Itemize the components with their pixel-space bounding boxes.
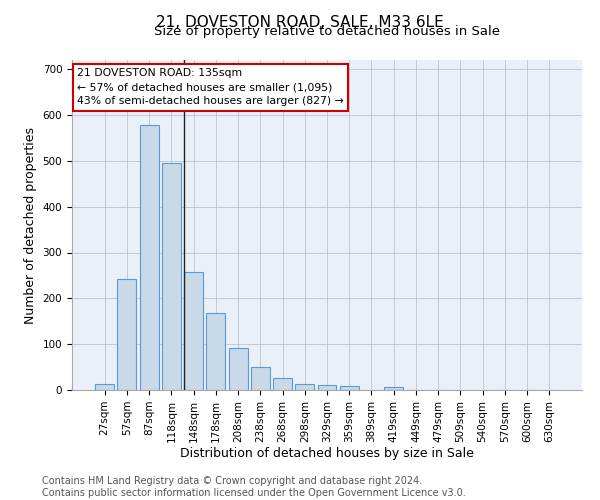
- Bar: [95, 384, 114, 390]
- Text: Contains HM Land Registry data © Crown copyright and database right 2024.
Contai: Contains HM Land Registry data © Crown c…: [42, 476, 466, 498]
- Bar: [251, 366, 270, 390]
- Bar: [206, 313, 225, 390]
- Bar: [140, 125, 158, 390]
- Text: 21 DOVESTON ROAD: 135sqm
← 57% of detached houses are smaller (1,095)
43% of sem: 21 DOVESTON ROAD: 135sqm ← 57% of detach…: [77, 68, 344, 106]
- Bar: [118, 278, 136, 390]
- Bar: [162, 162, 181, 390]
- Bar: [184, 272, 203, 390]
- Bar: [229, 348, 248, 390]
- Y-axis label: Number of detached properties: Number of detached properties: [24, 126, 37, 324]
- Text: 21, DOVESTON ROAD, SALE, M33 6LE: 21, DOVESTON ROAD, SALE, M33 6LE: [156, 15, 444, 30]
- Bar: [340, 386, 359, 390]
- Bar: [273, 378, 292, 390]
- Bar: [384, 387, 403, 390]
- Title: Size of property relative to detached houses in Sale: Size of property relative to detached ho…: [154, 25, 500, 38]
- X-axis label: Distribution of detached houses by size in Sale: Distribution of detached houses by size …: [180, 448, 474, 460]
- Bar: [295, 384, 314, 390]
- Bar: [317, 385, 337, 390]
